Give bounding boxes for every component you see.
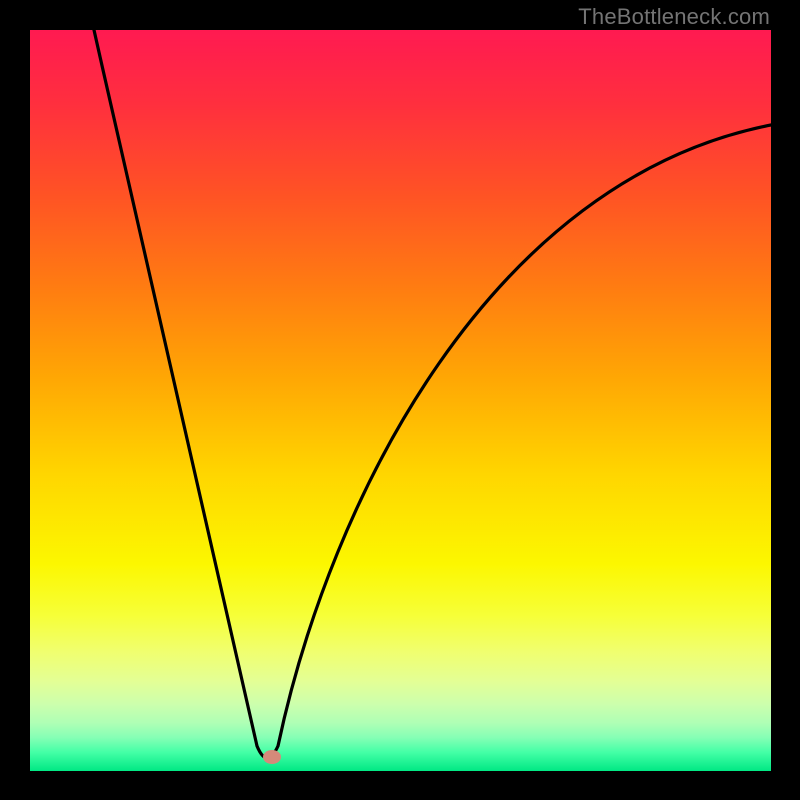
plot-area (30, 30, 771, 771)
bottleneck-curve (30, 30, 771, 771)
watermark-text: TheBottleneck.com (578, 4, 770, 30)
optimum-marker (263, 750, 281, 764)
